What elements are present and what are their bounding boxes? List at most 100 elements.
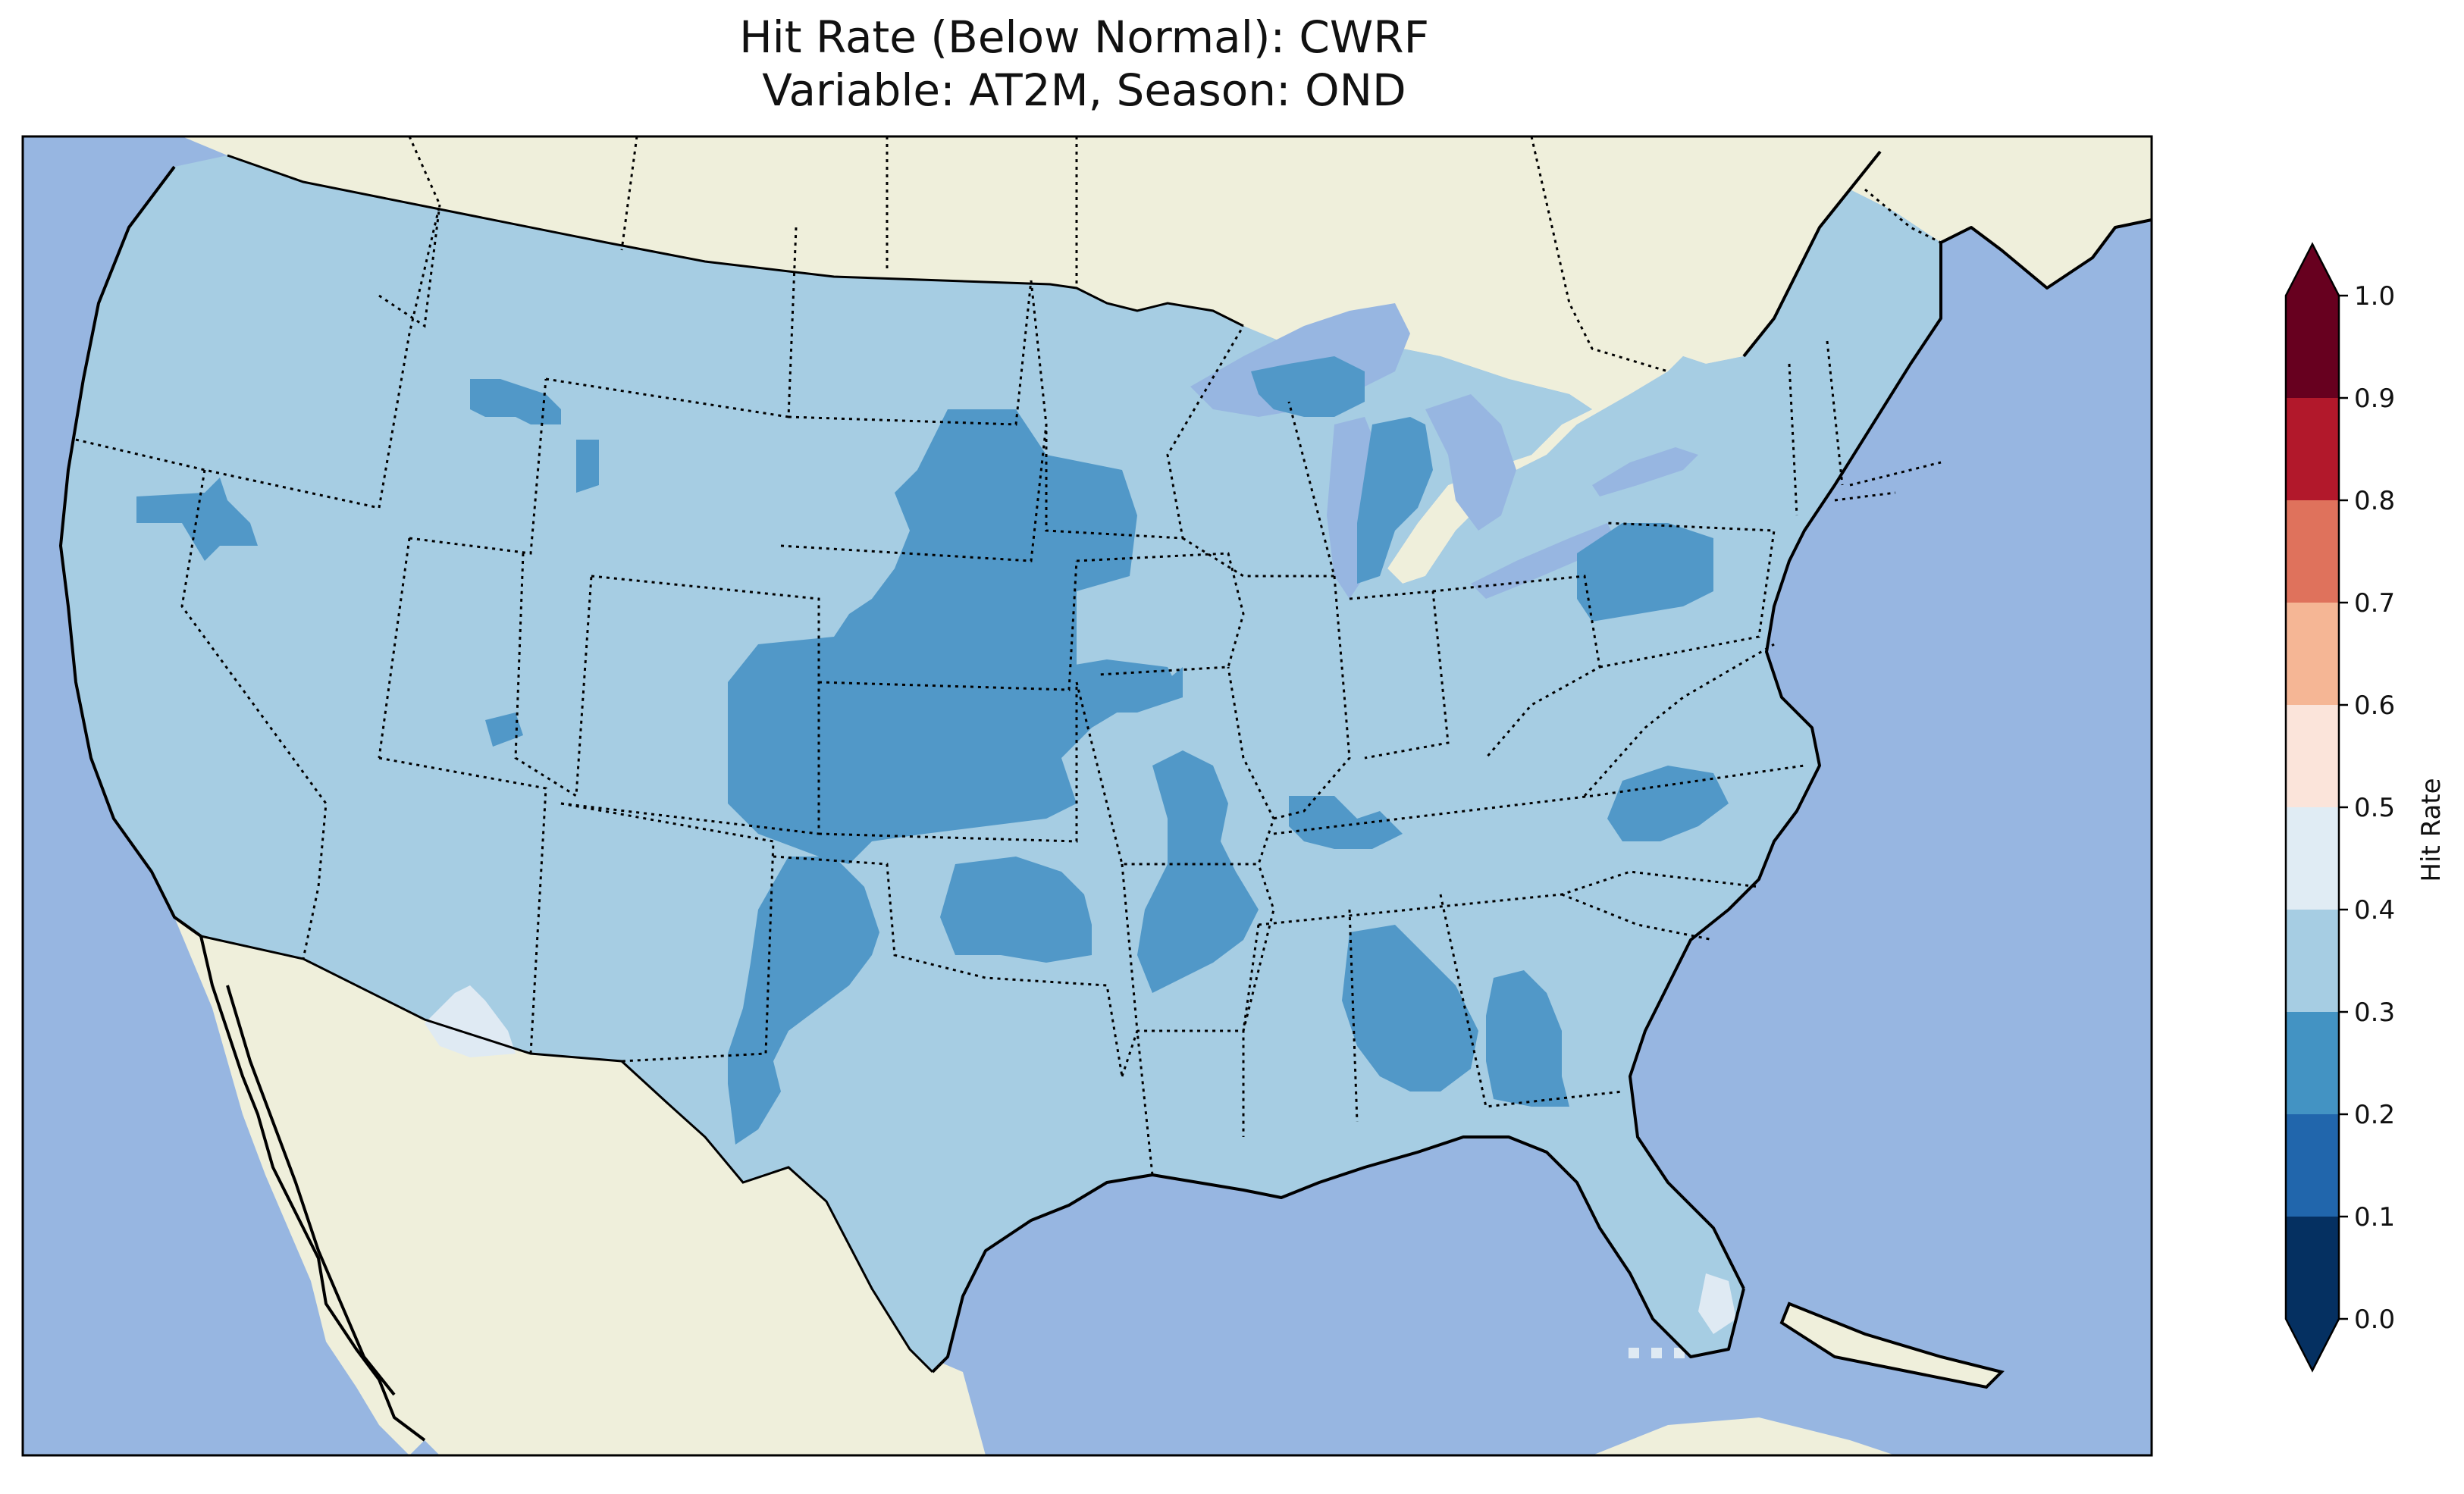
map-frame [21, 135, 2153, 1457]
baja-land [174, 917, 425, 1455]
colorbar-tick-label: 0.0 [2354, 1305, 2395, 1335]
state-border-nv-ut [378, 537, 411, 759]
colorbar-tick-label: 0.9 [2354, 384, 2395, 414]
state-border-la-tx [1121, 1030, 1154, 1176]
title-line-1: Hit Rate (Below Normal): CWRF [739, 11, 1429, 63]
patch-north-carolina [1607, 766, 1729, 841]
state-border-ne-ks [818, 560, 1078, 691]
colorbar-tick-label: 0.3 [2354, 998, 2395, 1028]
colorbar-tick-label: 0.8 [2354, 486, 2395, 516]
state-border-ok-tx [773, 855, 1124, 1077]
state-border-nm-tx [560, 802, 775, 1063]
colorbar-ticks: 0.0 0.1 0.2 0.3 0.4 0.5 0.6 0.7 0.8 0.9 1.0 [2339, 281, 2395, 1335]
hit-rate-low-patches [136, 356, 1729, 1145]
gulf-coastline [931, 1135, 1745, 1373]
state-border-tn-ms-al [1258, 870, 1760, 926]
state-border-va-nc [1583, 643, 1775, 797]
patch-florida-keys-2 [1651, 1348, 1662, 1358]
province-border-bc-ab [408, 136, 441, 205]
colorbar-bin-9 [2286, 296, 2339, 398]
state-border-mo-ar [1075, 666, 1275, 866]
colorbar-bin-5 [2286, 705, 2339, 807]
state-border-il-in [1273, 575, 1351, 820]
patch-oklahoma-texas [940, 857, 1092, 963]
colorbar-tick-label: 0.4 [2354, 895, 2395, 926]
colorbar-bin-0 [2286, 1217, 2339, 1319]
colorbar-bin-2 [2286, 1012, 2339, 1114]
state-border-in-oh [1349, 590, 1450, 760]
colorbar-label: Hit Rate [2416, 778, 2447, 882]
chart-title: Hit Rate (Below Normal): CWRF Variable: … [0, 11, 2168, 117]
colorbar-tick-label: 0.5 [2354, 793, 2395, 823]
colorbar-tick-label: 1.0 [2354, 281, 2395, 312]
st-lawrence-coast [1742, 150, 1882, 358]
caribbean-land [1592, 1417, 1895, 1455]
patch-pennsylvania-ohio [1577, 523, 1713, 622]
patch-kentucky-tennessee [1289, 796, 1403, 849]
state-border-wi-il [1182, 401, 1336, 578]
canada-atlantic-coast [1940, 218, 2152, 290]
colorbar-bin-3 [2286, 910, 2339, 1012]
lake-ontario [1592, 447, 1698, 496]
patch-new-mexico-texas [728, 857, 879, 1145]
atlantic-coastline [1629, 243, 1942, 1289]
patch-arkansas-missouri [1137, 750, 1259, 993]
state-border-ms-al [1242, 894, 1623, 1137]
colorbar-bin-8 [2286, 398, 2339, 500]
state-border-ne-states [1788, 340, 1942, 516]
state-borders [75, 204, 1942, 1176]
colorbar-under-triangle [2286, 1319, 2339, 1370]
state-border-co [560, 575, 820, 835]
colorbar-bin-6 [2286, 603, 2339, 705]
state-border-ca-nv [180, 469, 328, 960]
country-borders [200, 154, 1244, 1373]
colorbar-bin-1 [2286, 1114, 2339, 1217]
patch-florida-keys-1 [1629, 1348, 1639, 1358]
state-border-wa-or [75, 438, 380, 509]
patch-florida-keys-3 [1674, 1348, 1685, 1358]
patch-idaho-montana [470, 379, 561, 424]
canada-land [182, 136, 2152, 584]
patch-wyoming-small [576, 440, 599, 493]
lake-huron [1425, 394, 1516, 531]
state-border-az-nm [378, 756, 547, 1054]
state-border-sd-ne [780, 424, 1048, 562]
state-border-or-id [378, 204, 441, 509]
colorbar-tick-label: 0.7 [2354, 588, 2395, 619]
province-border-on-qc [1530, 136, 1669, 373]
colorbar-bin-7 [2286, 500, 2339, 603]
patch-great-plains [728, 409, 1183, 864]
baja-coastline [199, 935, 426, 1442]
colorbar-tick-label: 0.6 [2354, 691, 2395, 721]
hit-rate-high-patches [425, 985, 1736, 1358]
pacific-coastline [59, 165, 202, 938]
patch-oregon-nevada [136, 478, 258, 561]
state-border-ia-mo [1076, 552, 1245, 676]
cuba-land [1779, 1301, 2005, 1389]
state-border-dakotas [788, 280, 1033, 426]
patch-utah-small [485, 713, 523, 747]
patch-michigan [1357, 417, 1433, 584]
mexico-land [201, 936, 986, 1455]
colorbar-bins [2286, 296, 2339, 1319]
patch-florida-south [1698, 1273, 1736, 1334]
province-borders [408, 136, 1942, 373]
patch-arizona-border [425, 985, 516, 1057]
colorbar-tick-label: 0.1 [2354, 1202, 2395, 1232]
lake-erie [1471, 523, 1615, 599]
colorbar-bin-4 [2286, 807, 2339, 910]
patch-iowa-illinois [1061, 659, 1183, 713]
colorbar-tick-label: 0.2 [2354, 1100, 2395, 1130]
gulf-of-california-coast [226, 985, 396, 1396]
patch-wisconsin [1251, 356, 1365, 417]
state-border-mn [1030, 280, 1245, 540]
coastlines [59, 150, 2152, 1442]
state-border-id-mt [378, 204, 441, 328]
colorbar-over-triangle [2286, 244, 2339, 296]
title-line-2: Variable: AT2M, Season: OND [762, 64, 1406, 116]
us-canada-border [227, 154, 1244, 327]
state-border-ky-tn [1273, 764, 1805, 835]
us-mexico-border [200, 935, 934, 1373]
